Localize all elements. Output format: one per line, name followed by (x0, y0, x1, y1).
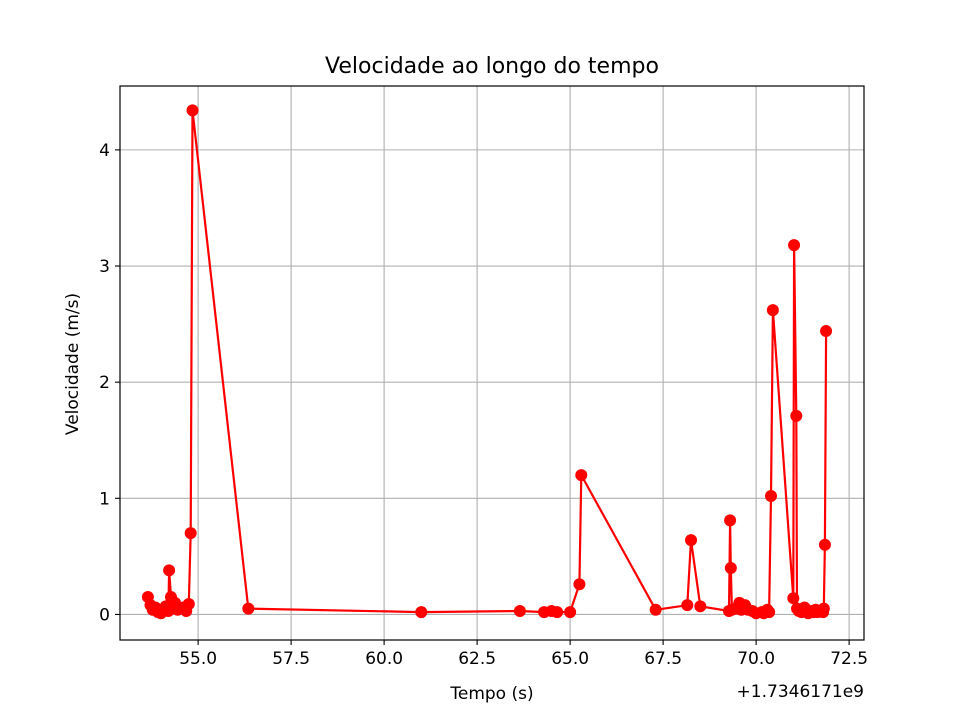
data-point (681, 599, 694, 612)
y-tick-label: 4 (99, 141, 110, 161)
data-point (573, 578, 586, 591)
data-point (184, 527, 197, 540)
y-tick-label: 2 (99, 373, 110, 393)
x-tick-label: 55.0 (179, 649, 217, 669)
data-point (182, 597, 195, 610)
data-point (788, 239, 801, 252)
x-tick-label: 60.0 (365, 649, 403, 669)
data-point (765, 489, 777, 502)
data-point (790, 409, 803, 422)
x-tick-label: 70.0 (737, 649, 775, 669)
x-tick-label: 72.5 (830, 649, 868, 669)
y-tick-label: 0 (99, 605, 110, 625)
x-tick-label: 67.5 (644, 649, 682, 669)
y-axis-label: Velocidade (m/s) (63, 293, 83, 435)
data-point (787, 592, 800, 605)
x-tick-label: 65.0 (551, 649, 589, 669)
data-point (242, 602, 255, 615)
data-point (820, 325, 833, 338)
data-point (513, 604, 526, 617)
y-tick-label: 1 (99, 489, 110, 509)
data-point (763, 606, 776, 619)
x-tick-label: 62.5 (458, 649, 496, 669)
chart-title: Velocidade ao longo do tempo (325, 54, 659, 79)
axes: 55.0 57.5 60.0 62.5 65.0 67.5 70.0 72.5 0 1 2 3 4 (99, 85, 868, 669)
data-point (575, 469, 588, 482)
data-point (724, 561, 737, 574)
x-axis-label: Tempo (s) (449, 684, 533, 704)
data-point (724, 514, 737, 527)
data-point (694, 600, 707, 613)
x-tick-label: 57.5 (272, 649, 310, 669)
plot-frame (119, 85, 865, 641)
y-tick-label: 3 (99, 257, 110, 277)
data-point (163, 564, 176, 577)
data-point (766, 304, 779, 317)
data-point (551, 606, 564, 619)
data-point (649, 603, 662, 616)
grid-lines (120, 86, 864, 640)
data-point (817, 602, 830, 615)
data-point (415, 606, 428, 619)
data-point (685, 534, 698, 547)
plot-area (141, 104, 833, 620)
data-point (564, 606, 577, 619)
data-point (186, 104, 199, 117)
data-point (818, 538, 831, 551)
x-axis-offset-label: +1.7346171e9 (737, 682, 864, 702)
